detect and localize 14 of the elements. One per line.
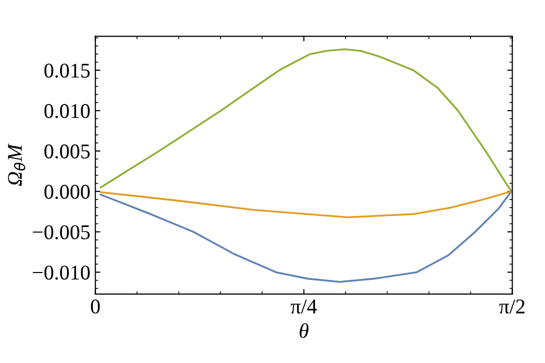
x-tick-label: 0	[90, 299, 100, 314]
y-axis-title: Ω$_{θ}$M	[8, 143, 26, 186]
x-tick-label: π/4	[290, 300, 317, 314]
x-axis-title: θ	[300, 323, 308, 338]
line-series	[100, 190, 512, 218]
y-tick-label: 0.010	[44, 104, 90, 118]
y-tick-label: −0.010	[32, 266, 90, 280]
y-tick-label: −0.005	[32, 225, 90, 240]
line-series	[100, 48, 512, 192]
y-tick-label: 0.000	[44, 184, 90, 199]
x-tick-label: π/2	[499, 300, 525, 314]
y-tick-label: 0.005	[44, 144, 90, 159]
y-tick-label: 0.015	[44, 64, 90, 78]
line-series	[100, 190, 512, 283]
